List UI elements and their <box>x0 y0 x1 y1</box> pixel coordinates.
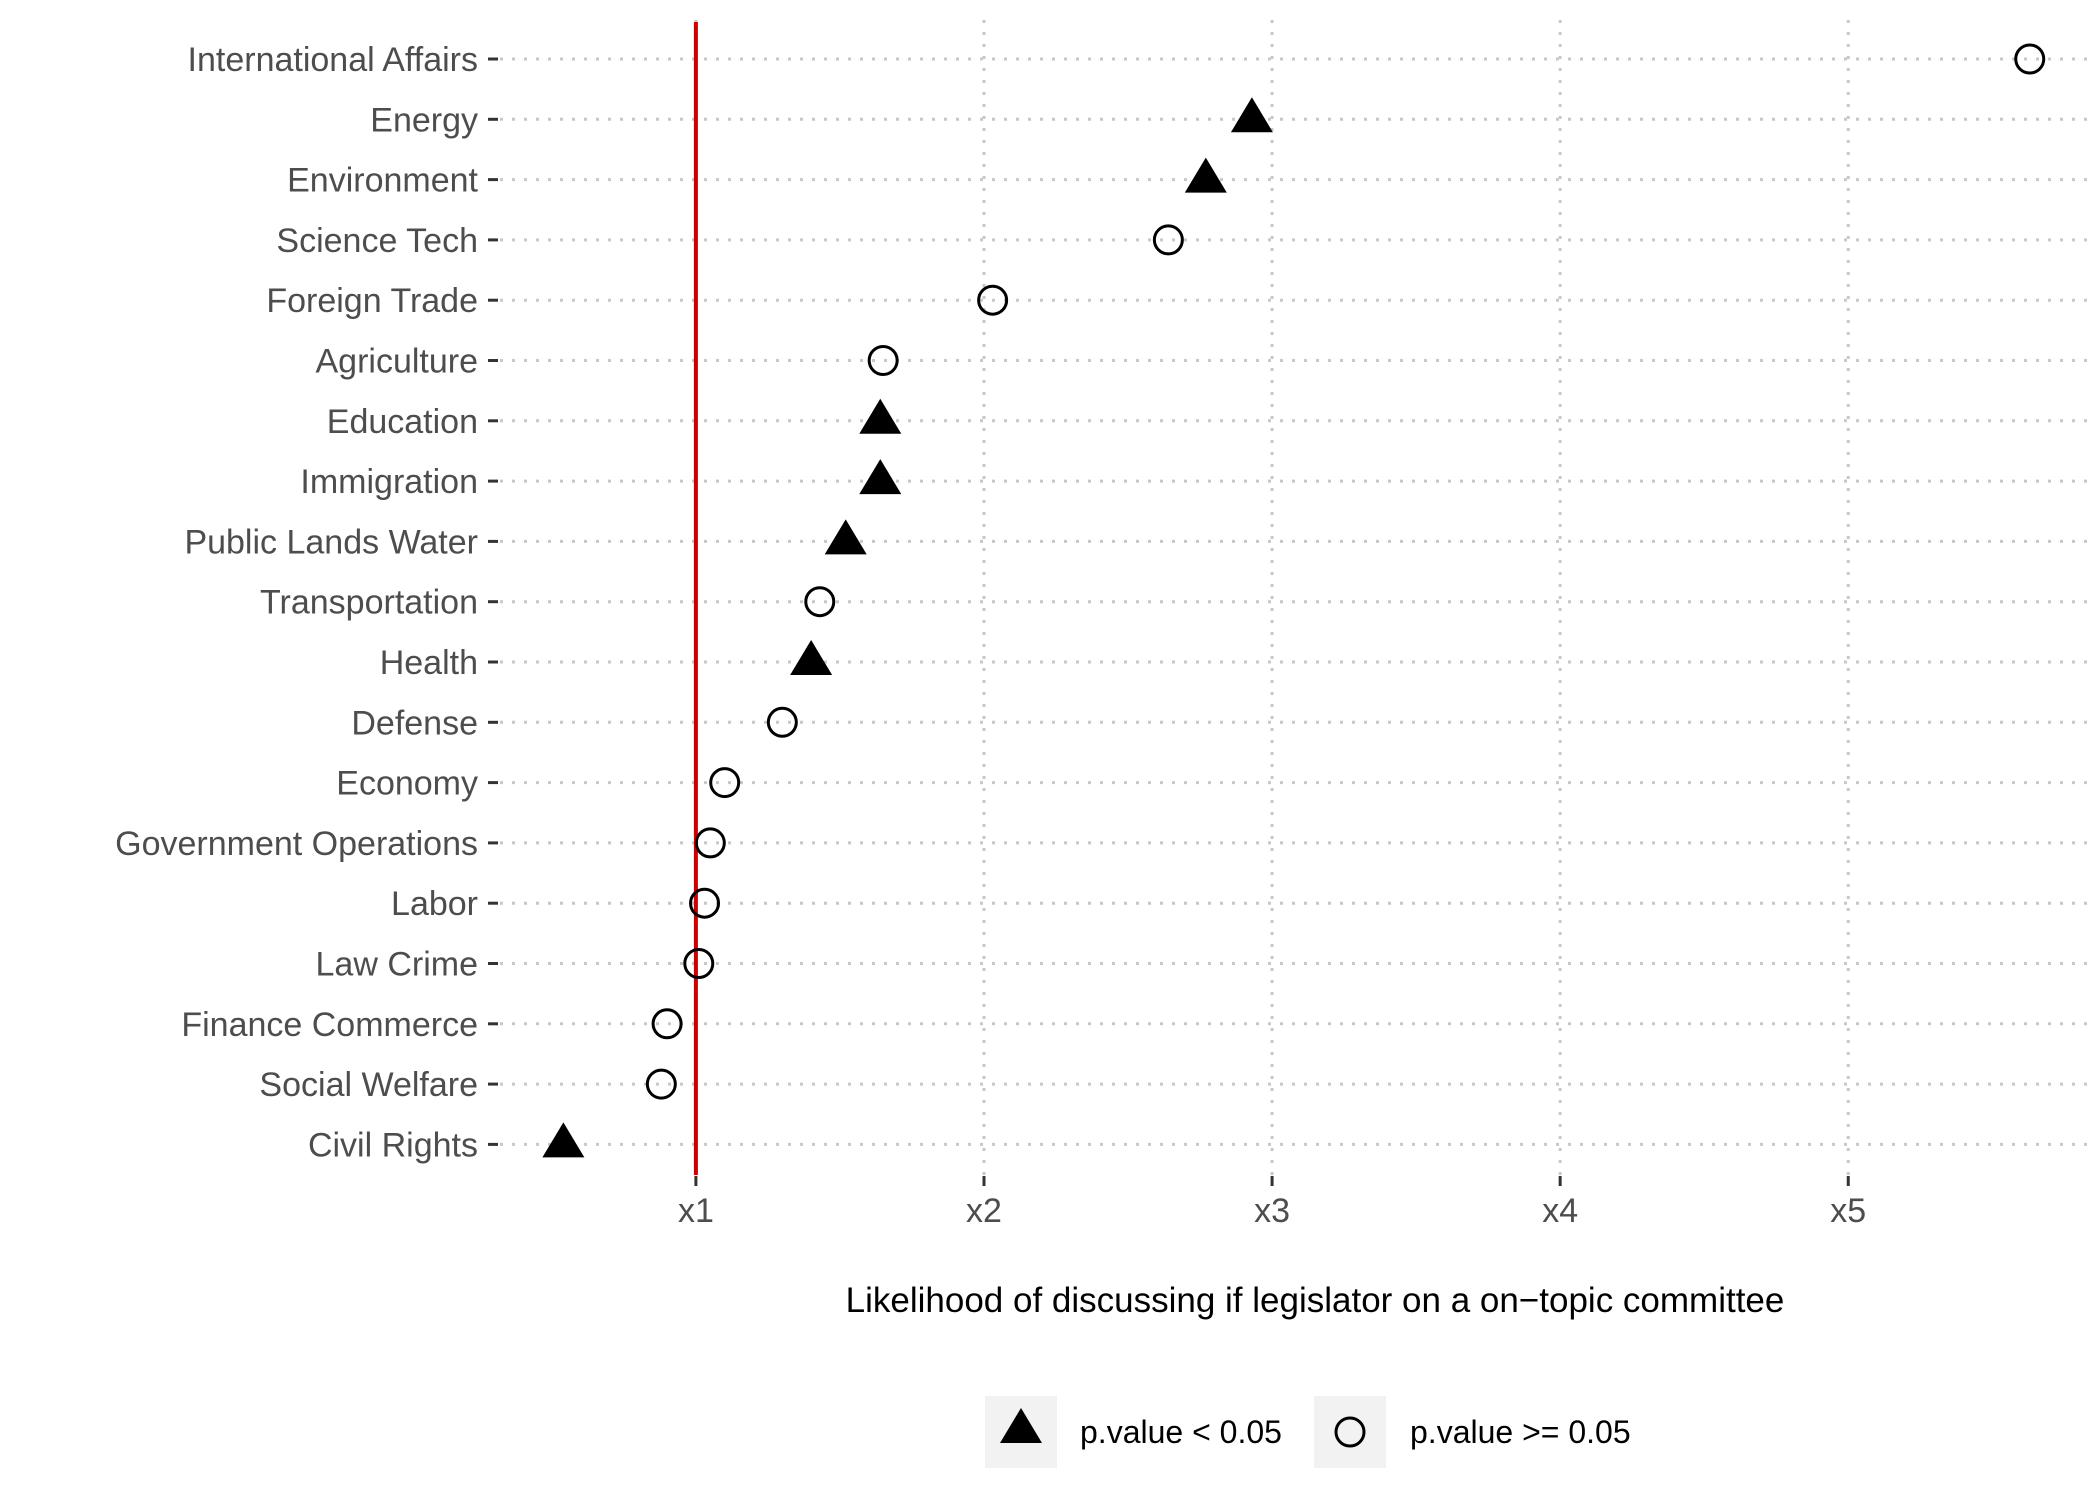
x-tick-label: x2 <box>966 1192 1002 1230</box>
point-triangle <box>1230 97 1273 133</box>
y-tick-label: Economy <box>336 765 478 803</box>
point-circle <box>766 706 798 738</box>
point-triangle <box>1184 157 1227 193</box>
x-axis: x1 x2 x3 x4 x5 <box>678 1176 1866 1230</box>
point-circle <box>867 345 899 376</box>
y-tick-label: Agriculture <box>315 343 478 381</box>
legend-item-nonsig: p.value >= 0.05 <box>1314 1396 1631 1468</box>
legend-label-sig: p.value < 0.05 <box>1080 1414 1282 1450</box>
y-tick-label: Law Crime <box>316 946 478 984</box>
point-circle <box>804 586 836 618</box>
y-tick-label: Public Lands Water <box>184 523 478 561</box>
y-tick-label: Transportation <box>260 584 478 622</box>
y-tick-label: Defense <box>351 704 478 742</box>
x-tick-label: x3 <box>1254 1192 1290 1230</box>
legend-key-nonsig-background <box>1314 1396 1386 1468</box>
x-tick-label: x4 <box>1542 1192 1578 1230</box>
y-tick-label: Education <box>327 403 478 441</box>
point-circle <box>709 767 741 799</box>
point-circle <box>645 1068 677 1100</box>
grid-lines <box>500 20 2096 1175</box>
legend-item-sig: p.value < 0.05 <box>985 1396 1282 1468</box>
point-circle <box>2014 43 2046 75</box>
y-tick-label: Government Operations <box>115 825 478 863</box>
point-triangle <box>859 398 902 434</box>
data-points <box>542 43 2046 1158</box>
point-circle <box>1152 224 1184 256</box>
y-axis: International Affairs Energy Environment Sc… <box>115 41 498 1164</box>
y-tick-label: Labor <box>391 885 478 923</box>
y-tick-label: Energy <box>370 101 478 139</box>
legend-triangle-icon <box>1000 1408 1042 1443</box>
point-triangle <box>824 519 867 555</box>
y-tick-label: International Affairs <box>188 41 478 79</box>
x-axis-title: Likelihood of discussing if legislator o… <box>846 1281 1785 1320</box>
point-triangle <box>790 640 833 675</box>
y-tick-label: Health <box>380 644 478 682</box>
y-tick-label: Finance Commerce <box>181 1006 478 1044</box>
legend: p.value < 0.05 p.value >= 0.05 <box>985 1396 1631 1468</box>
point-circle <box>977 284 1009 316</box>
point-circle <box>651 1008 683 1040</box>
y-tick-label: Civil Rights <box>308 1126 478 1164</box>
legend-circle-icon <box>1334 1416 1366 1448</box>
point-circle <box>694 827 726 859</box>
point-circle <box>689 887 721 919</box>
point-triangle <box>542 1122 585 1158</box>
y-tick-label: Foreign Trade <box>266 282 478 320</box>
y-tick-label: Environment <box>287 162 478 200</box>
x-tick-label: x1 <box>678 1192 714 1230</box>
y-tick-label: Science Tech <box>276 222 478 260</box>
point-circle <box>683 948 715 979</box>
point-triangle <box>859 459 902 495</box>
y-tick-label: Social Welfare <box>259 1066 478 1104</box>
y-tick-label: Immigration <box>300 463 478 501</box>
x-tick-label: x5 <box>1830 1192 1866 1230</box>
legend-label-nonsig: p.value >= 0.05 <box>1410 1414 1631 1450</box>
